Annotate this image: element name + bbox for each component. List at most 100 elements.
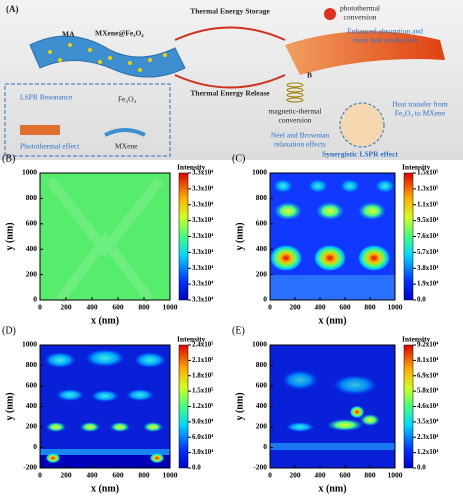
y-tick-label: 0 xyxy=(263,442,267,451)
colorbar-tick-label: 1.5x10⁵ xyxy=(192,387,213,395)
y-tick-label: 400 xyxy=(26,401,38,410)
colorbar-tick-label: 3.3x10⁴ xyxy=(192,248,214,256)
colorbar-tick-label: 6.0x10⁴ xyxy=(192,433,214,441)
colorbar-title: Intensity xyxy=(177,163,206,172)
y-tick-label: 600 xyxy=(256,219,268,228)
y-tick-label: 400 xyxy=(256,401,268,410)
sun xyxy=(324,8,336,20)
x-tick-label: 400 xyxy=(314,471,326,480)
panel-label: (B) xyxy=(2,153,15,164)
x-tick-label: 400 xyxy=(86,471,98,480)
colorbar-tick-label: 3.8x10⁴ xyxy=(417,264,439,272)
field-c xyxy=(270,173,395,300)
x-tick-label: 0 xyxy=(38,471,42,480)
colorbar-tick-label: 2.1x10⁵ xyxy=(192,356,213,364)
y-axis-label: y (nm) xyxy=(4,222,15,250)
y-axis-label: y (nm) xyxy=(4,392,15,420)
x-tick-label: 1000 xyxy=(388,303,403,312)
colorbar-tick-label: 1.2x10⁴ xyxy=(417,448,439,456)
x-tick-label: 1000 xyxy=(163,303,178,312)
coil xyxy=(286,82,304,103)
label: conversion xyxy=(344,13,377,22)
panel-label: (D) xyxy=(2,325,16,336)
x-tick-label: 200 xyxy=(289,303,301,312)
x-axis-label: x (nm) xyxy=(91,483,119,494)
y-tick-label: 1000 xyxy=(22,340,37,349)
colorbar-tick-label: 3.3x10⁴ xyxy=(192,280,214,288)
x-tick-label: 400 xyxy=(86,303,98,312)
colorbar-tick-label: 5.8x10⁴ xyxy=(417,387,439,395)
arrow-release xyxy=(174,74,286,89)
colorbar-tick-label: 1.2x10⁵ xyxy=(192,402,213,410)
colorbar-tick-label: 3.3x10⁴ xyxy=(192,216,214,224)
colorbar-tick-label: 3.0x10⁴ xyxy=(192,448,214,456)
y-tick-label: 800 xyxy=(26,193,38,202)
plot-frame xyxy=(269,172,396,301)
colorbar-tick-label: 2.4x10⁵ xyxy=(192,341,213,349)
colorbar-tick-label: 3.3x10⁴ xyxy=(192,264,214,272)
colorbar-title: Intensity xyxy=(402,163,431,172)
y-tick-label: 600 xyxy=(256,381,268,390)
mxene-icon xyxy=(104,128,146,137)
colorbar-tick-label: 3.3x10⁴ xyxy=(192,169,214,177)
x-axis-label: x (nm) xyxy=(318,315,346,326)
label: MA xyxy=(62,30,75,39)
colorbar-tick-label: 0.0 xyxy=(417,464,426,472)
label: MXene@Fe₃O₄ xyxy=(95,29,144,38)
colorbar-tick-label: 3.3x10⁴ xyxy=(192,232,214,240)
x-axis-label: x (nm) xyxy=(91,315,119,326)
arrow-storage xyxy=(174,26,286,41)
y-tick-label: 800 xyxy=(256,360,268,369)
label: Thermal Energy Release xyxy=(190,89,270,98)
label: conversion xyxy=(279,116,312,125)
colorbar xyxy=(403,172,414,301)
colorbar-tick-label: 1.1x10⁵ xyxy=(417,200,438,208)
particles xyxy=(48,43,167,72)
panel-label: (E) xyxy=(232,325,245,336)
colorbar-tick-label: 4.6x10⁴ xyxy=(417,402,439,410)
colorbar-tick-label: 3.5x10⁴ xyxy=(417,417,439,425)
x-tick-label: 0 xyxy=(268,303,272,312)
y-tick-label: 400 xyxy=(26,244,38,253)
field-e xyxy=(270,345,395,468)
x-tick-label: 600 xyxy=(339,471,351,480)
colorbar-tick-label: 3.3x10⁴ xyxy=(192,184,214,192)
detail-circle xyxy=(339,102,385,148)
x-tick-label: 1000 xyxy=(388,471,403,480)
panel-label: (C) xyxy=(232,153,245,164)
colorbar-tick-label: 2.3x10⁴ xyxy=(417,433,439,441)
y-axis-label: y (nm) xyxy=(234,392,245,420)
y-axis-label: y (nm) xyxy=(234,222,245,250)
label: magnetic-thermal xyxy=(269,107,322,116)
label: Enhanced absorption and xyxy=(347,27,423,36)
label: photothermal xyxy=(340,4,380,13)
colorbar-tick-label: 1.3x10⁵ xyxy=(417,184,438,192)
y-tick-label: 200 xyxy=(26,422,38,431)
y-tick-label: -200 xyxy=(23,463,37,472)
colorbar-tick-label: 1.9x10⁴ xyxy=(417,280,439,288)
y-tick-label: 600 xyxy=(26,219,38,228)
x-tick-label: 0 xyxy=(268,471,272,480)
schematic-bg xyxy=(0,0,463,160)
y-tick-label: 800 xyxy=(26,360,38,369)
x-tick-label: 600 xyxy=(339,303,351,312)
field-b xyxy=(40,173,170,303)
colorbar-tick-label: 9.5x10⁴ xyxy=(417,216,439,224)
field-d xyxy=(40,345,170,468)
colorbar xyxy=(403,344,414,469)
label: MXene xyxy=(115,142,138,151)
label: more heat production xyxy=(353,36,417,45)
y-tick-label: 0 xyxy=(263,295,267,304)
colorbar-tick-label: 1.5x10⁵ xyxy=(417,169,438,177)
label: LSPR Resonance xyxy=(20,93,73,102)
colorbar-tick-label: 3.3x10⁴ xyxy=(192,296,214,304)
x-tick-label: 0 xyxy=(38,303,42,312)
heated-sheet xyxy=(285,31,445,75)
colorbar-tick-label: 8.1x10⁴ xyxy=(417,356,439,364)
x-tick-label: 400 xyxy=(314,303,326,312)
x-tick-label: 200 xyxy=(289,471,301,480)
label: Heat transfer from xyxy=(392,100,448,109)
colorbar-title: Intensity xyxy=(177,335,206,344)
label: Synergistic LSPR effect xyxy=(322,150,398,159)
